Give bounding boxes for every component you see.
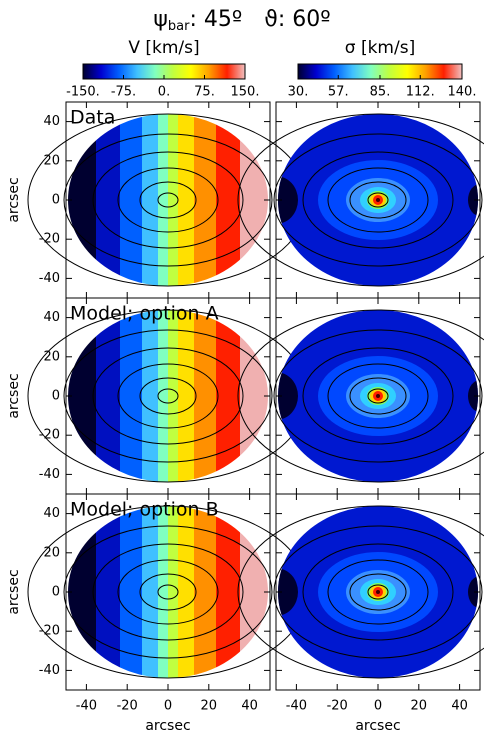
y-tick-label: 40 — [43, 310, 60, 325]
y-tick-label: 20 — [43, 545, 60, 560]
y-tick-label: -40 — [39, 467, 60, 482]
panel-title: Data — [70, 107, 115, 129]
colorbar-tick-label: 75. — [194, 85, 215, 100]
x-axis-label: arcsec — [355, 718, 400, 734]
y-tick-label: -40 — [39, 663, 60, 678]
y-tick-label: 40 — [43, 114, 60, 129]
x-tick-label: 40 — [451, 699, 468, 714]
y-tick-label: -20 — [39, 624, 60, 639]
colorbar-tick-label: 0. — [158, 85, 170, 100]
x-tick-label: -40 — [286, 699, 307, 714]
x-tick-label: -20 — [117, 699, 138, 714]
title-psi-value: : 45º — [189, 7, 242, 32]
x-tick-label: 0 — [164, 699, 172, 714]
colorbar-tick-label: 112. — [406, 85, 435, 100]
y-tick-label: -20 — [39, 428, 60, 443]
figure-title: ψbar: 45º ϑ: 60º — [153, 7, 330, 34]
x-tick-label: 20 — [411, 699, 428, 714]
y-axis-label: arcsec — [6, 569, 22, 614]
colorbar-tick-label: 30. — [288, 85, 309, 100]
x-tick-label: 20 — [201, 699, 218, 714]
x-tick-label: -40 — [76, 699, 97, 714]
y-tick-label: -40 — [39, 271, 60, 286]
y-tick-label: 20 — [43, 153, 60, 168]
y-tick-label: -20 — [39, 232, 60, 247]
colorbar-tick-label: 150. — [231, 85, 260, 100]
colorbar-label: V [km/s] — [128, 38, 199, 58]
y-tick-label: 0 — [52, 389, 60, 404]
colorbar-tick-label: -75. — [111, 85, 136, 100]
title-psi-sub: bar — [168, 19, 190, 34]
x-tick-label: 0 — [374, 699, 382, 714]
panel-title: Model; option A — [70, 303, 219, 325]
x-tick-label: 40 — [241, 699, 258, 714]
colorbar-tick-label: -150. — [66, 85, 100, 100]
colorbar-tick-label: 140. — [448, 85, 477, 100]
title-psi: ψ — [153, 7, 168, 32]
y-tick-label: 20 — [43, 349, 60, 364]
colorbar-label: σ [km/s] — [345, 38, 415, 58]
colorbar-tick-label: 85. — [370, 85, 391, 100]
x-tick-label: -20 — [327, 699, 348, 714]
maps — [27, 102, 484, 690]
y-tick-label: 0 — [52, 585, 60, 600]
title-theta: ϑ: 60º — [264, 7, 330, 32]
y-tick-label: 0 — [52, 193, 60, 208]
x-axis-label: arcsec — [145, 718, 190, 734]
panel-title: Model; option B — [70, 499, 219, 521]
y-tick-label: 40 — [43, 506, 60, 521]
colorbar-tick-label: 57. — [328, 85, 349, 100]
y-axis-label: arcsec — [6, 177, 22, 222]
y-axis-label: arcsec — [6, 373, 22, 418]
